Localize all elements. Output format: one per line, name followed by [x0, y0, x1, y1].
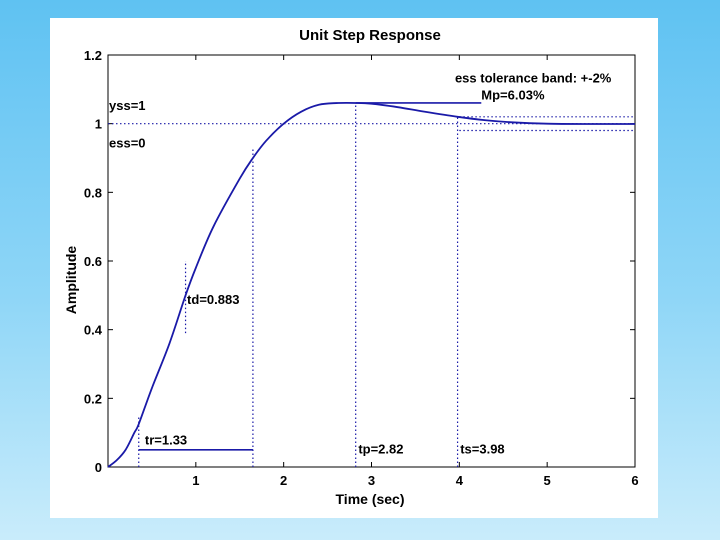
figure: Unit Step Response 1 2 3 4 5 6 0 0.2 0.4 0.6 0.8 1 1…: [50, 18, 658, 518]
tr-label: tr=1.33: [145, 433, 187, 448]
td-label: td=0.883: [187, 292, 239, 307]
y-tick-label: 0.4: [84, 323, 103, 338]
x-axis-label: Time (sec): [336, 491, 405, 507]
tolerance-label: ess tolerance band: +-2%: [455, 70, 612, 85]
x-tick-label: 4: [456, 473, 464, 488]
x-tick-label: 1: [192, 473, 199, 488]
mp-label: Mp=6.03%: [481, 88, 545, 103]
y-tick-label: 0: [95, 460, 102, 475]
x-tick-label: 5: [544, 473, 551, 488]
y-tick-label: 0.2: [84, 391, 102, 406]
step-response-chart: Unit Step Response 1 2 3 4 5 600.20.40.60.811…: [63, 27, 639, 507]
ess-label: ess=0: [109, 136, 146, 151]
x-tick-label: 2: [280, 473, 287, 488]
x-tick-label: 3: [368, 473, 375, 488]
y-axis-label: Amplitude: [63, 246, 79, 315]
y-tick-label: 0.8: [84, 185, 102, 200]
ts-label: ts=3.98: [460, 441, 504, 456]
chart-title: Unit Step Response: [299, 27, 441, 44]
y-tick-label: 0.6: [84, 254, 102, 269]
y-tick-label: 1.2: [84, 48, 102, 63]
response-curve: [107, 101, 636, 468]
plot-area: 1 2 3 4 5 6 0 0.2 0.4 0.6 0.8 1 1.2 yss=1 ess=0 ess tol…: [84, 48, 639, 488]
x-tick-label: 6: [631, 473, 638, 488]
yss-label: yss=1: [109, 98, 146, 113]
tp-label: tp=2.82: [358, 441, 403, 456]
y-tick-label: 1: [95, 117, 102, 132]
